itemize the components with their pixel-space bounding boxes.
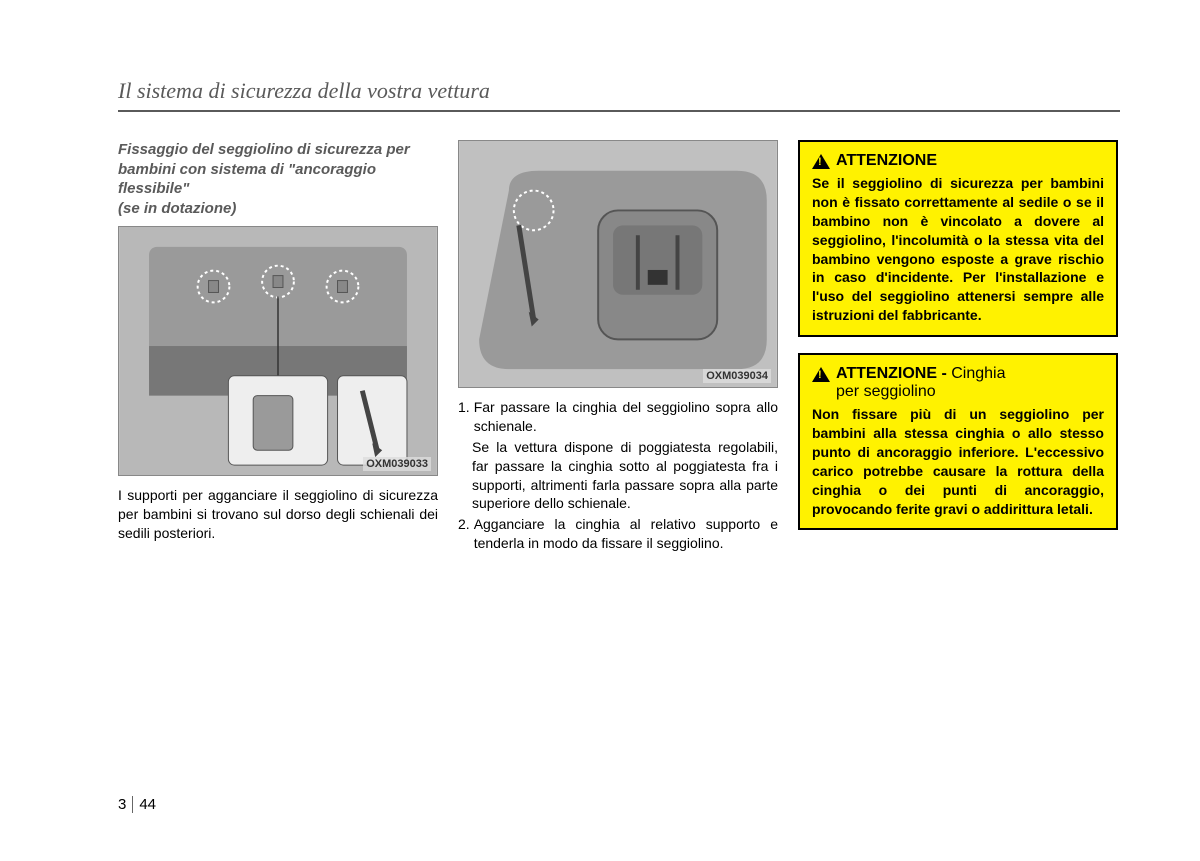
figure-anchor-points: OXM039033 [118,226,438,476]
header-rule [118,110,1120,112]
list-subtext: Se la vettura dispone di poggiatesta reg… [472,438,778,514]
chapter-number: 3 [118,796,132,813]
list-number: 1. [458,398,470,436]
warning-title: ATTENZIONE - Cinghia [812,365,1104,383]
list-text: Far passare la cinghia del seggiolino so… [474,398,778,436]
list-item: 1. Far passare la cinghia del seggiolino… [458,398,778,436]
manual-page: Il sistema di sicurezza della vostra vet… [0,0,1200,555]
column-right: ATTENZIONE Se il seggiolino di sicurezza… [798,140,1118,555]
warning-title-a: ATTENZIONE - [836,365,951,382]
figure-child-seat: OXM039034 [458,140,778,388]
figure-svg-trunk [119,227,437,475]
column-left: Fissaggio del seggiolino di sicurezza pe… [118,140,438,555]
warning-subtitle: per seggiolino [812,383,1104,401]
list-item: 2. Agganciare la cinghia al relativo sup… [458,515,778,553]
warning-title: ATTENZIONE [812,152,1104,170]
left-body-text: I supporti per agganciare il seggiolino … [118,486,438,543]
column-middle: OXM039034 1. Far passare la cinghia del … [458,140,778,555]
left-subheading: Fissaggio del seggiolino di sicurezza pe… [118,140,438,218]
warning-icon [812,367,830,382]
warning-title-text: ATTENZIONE - Cinghia [836,365,1006,383]
list-number: 2. [458,515,470,553]
page-number: 344 [118,796,156,813]
warning-title-b: Cinghia [951,365,1005,382]
warning-icon [812,154,830,169]
page-title: Il sistema di sicurezza della vostra vet… [118,78,1120,104]
figure-label: OXM039034 [703,369,771,383]
page-number-value: 44 [132,796,156,813]
warning-box: ATTENZIONE - Cinghia per seggiolino Non … [798,353,1118,530]
list-text: Agganciare la cinghia al relativo suppor… [474,515,778,553]
figure-svg-seat [459,141,777,387]
warning-box: ATTENZIONE Se il seggiolino di sicurezza… [798,140,1118,337]
warning-title-text: ATTENZIONE [836,152,937,170]
content-columns: Fissaggio del seggiolino di sicurezza pe… [118,140,1120,555]
warning-body: Non fissare più di un seggiolino per bam… [812,405,1104,518]
warning-body: Se il seggiolino di sicurezza per bambin… [812,174,1104,325]
figure-label: OXM039033 [363,457,431,471]
